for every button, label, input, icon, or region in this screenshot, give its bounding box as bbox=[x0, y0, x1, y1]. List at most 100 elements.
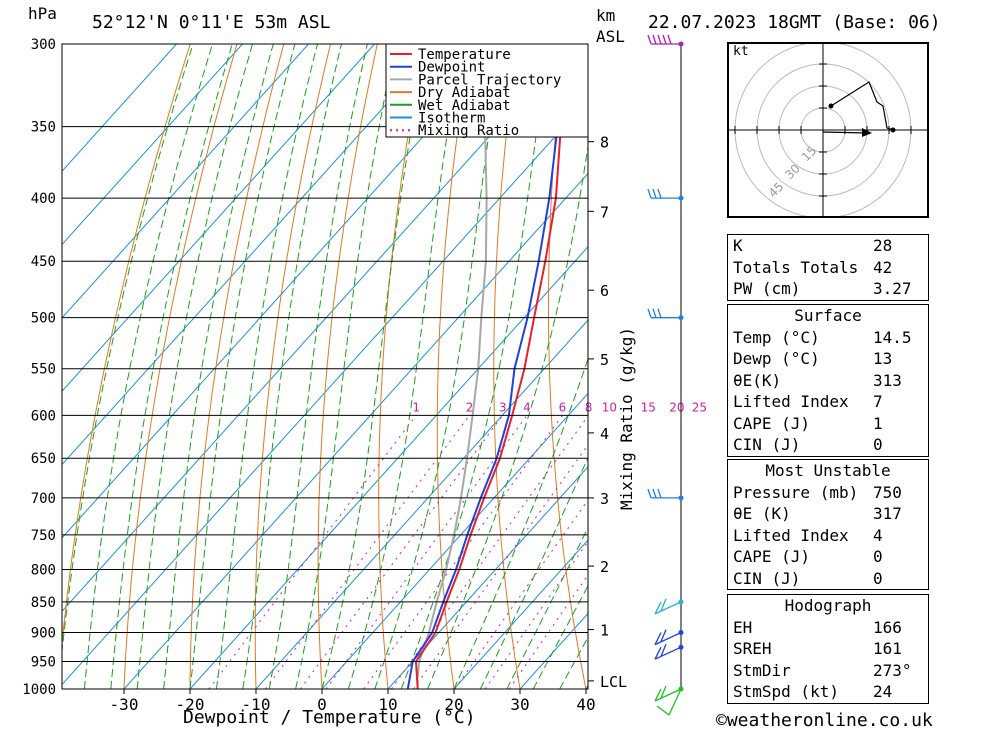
wind-barb-stroke bbox=[657, 188, 662, 199]
site-link[interactable]: weatheronline.co.uk bbox=[726, 710, 933, 731]
index-value: 28 bbox=[873, 236, 893, 255]
wind-barb-stroke bbox=[654, 632, 662, 645]
wind-barb-stroke bbox=[660, 643, 667, 657]
mixing-ratio-value-label: 10 bbox=[602, 400, 617, 414]
wind-barb-stroke bbox=[652, 488, 657, 499]
pressure-tick-label: 1000 bbox=[22, 682, 56, 698]
wind-barb-stroke bbox=[667, 34, 672, 45]
index-row: CIN (J) 0 bbox=[728, 434, 928, 456]
index-row: θE (K) 317 bbox=[728, 503, 928, 525]
dry-adiabat-line bbox=[189, 44, 285, 689]
index-row: CIN (J) 0 bbox=[728, 568, 928, 590]
mixing-ratio-value-label: 6 bbox=[559, 400, 567, 414]
table-title: Most Unstable bbox=[765, 461, 891, 480]
x-tick-label: 20 bbox=[444, 695, 463, 714]
wind-barb-stroke bbox=[668, 688, 682, 716]
isotherm-line bbox=[321, 392, 588, 689]
wet-adiabat-line bbox=[163, 44, 274, 689]
x-tick-label: -20 bbox=[176, 695, 205, 714]
wind-barb-stroke bbox=[652, 34, 657, 45]
km-tick-label: 2 bbox=[600, 558, 609, 576]
wet-adiabat-line bbox=[136, 44, 253, 689]
index-key: Lifted Index bbox=[733, 525, 849, 545]
legend-label: Wet Adiabat bbox=[418, 98, 511, 114]
pressure-tick-label: 450 bbox=[31, 254, 56, 270]
legend-label: Parcel Trajectory bbox=[418, 72, 561, 88]
pressure-tick-label: 800 bbox=[31, 562, 56, 578]
indices-surface-table: Surface Temp (°C) 14.5 Dewp (°C) 13 θE(K) 3… bbox=[727, 304, 929, 457]
wind-level-dot bbox=[678, 630, 684, 636]
wind-barb-stroke bbox=[654, 601, 682, 615]
hodograph-ring-label: 15 bbox=[799, 143, 820, 164]
km-tick-label: LCL bbox=[600, 673, 627, 691]
index-value: 313 bbox=[873, 370, 902, 390]
wind-barb-icon bbox=[647, 34, 681, 45]
mixing-ratio-value-label: 3 bbox=[499, 400, 507, 414]
km-tick-label: 7 bbox=[600, 203, 609, 221]
isotherm-line bbox=[255, 319, 588, 689]
wind-barb-stroke bbox=[656, 705, 670, 716]
index-row: StmDir 273° bbox=[728, 660, 928, 682]
index-key: CIN (J) bbox=[733, 435, 801, 454]
wind-barb-icon bbox=[647, 488, 681, 499]
hodograph-unit-label: kt bbox=[733, 44, 749, 59]
index-key: K bbox=[733, 236, 743, 255]
plot-frame bbox=[61, 43, 589, 690]
wind-barb-stroke bbox=[652, 308, 657, 318]
index-key: PW (cm) bbox=[733, 279, 801, 298]
legend-label: Dry Adiabat bbox=[418, 85, 511, 101]
wind-barb-stroke bbox=[660, 629, 667, 642]
mixing-ratio-line bbox=[412, 444, 588, 689]
hodograph-start-point bbox=[828, 103, 834, 109]
index-value: 7 bbox=[873, 392, 883, 411]
wind-barb-stroke bbox=[654, 646, 662, 660]
wet-adiabat-line bbox=[189, 44, 296, 689]
x-tick-label: 30 bbox=[510, 695, 529, 714]
dry-adiabat-line bbox=[436, 44, 472, 689]
index-key: Pressure (mb) bbox=[733, 482, 859, 502]
hodograph-end-point bbox=[890, 127, 896, 133]
pressure-tick-label: 850 bbox=[31, 595, 56, 611]
pressure-tick-label: 950 bbox=[31, 655, 56, 671]
legend-label: Temperature bbox=[418, 47, 511, 63]
wind-barb-stroke bbox=[657, 34, 662, 45]
isotherm-line bbox=[62, 44, 177, 172]
km-tick-label: 5 bbox=[600, 351, 609, 369]
dry-adiabat-line bbox=[939, 44, 1000, 689]
mixing-ratio-line bbox=[363, 415, 563, 689]
indices-hodograph-table: Hodograph EH 166 SREH 161 StmDir 273° StmSp… bbox=[727, 594, 929, 704]
copyright-footer[interactable]: ©weatheronline.co.uk bbox=[716, 710, 933, 731]
wind-barb-stroke bbox=[654, 632, 682, 646]
storm-motion-vector bbox=[822, 131, 868, 134]
wind-barb-icon bbox=[654, 598, 682, 615]
index-key: SREH bbox=[733, 639, 772, 658]
pressure-tick-label: 400 bbox=[31, 191, 56, 207]
km-tick-label: 6 bbox=[600, 282, 609, 300]
mixing-ratio-line bbox=[299, 415, 504, 689]
wet-adiabat-line bbox=[347, 44, 463, 689]
wind-barb-stroke bbox=[654, 688, 682, 702]
index-row: Lifted Index 7 bbox=[728, 391, 928, 413]
mixing-ratio-value-label: 2 bbox=[466, 400, 474, 414]
km-tick-label: 8 bbox=[600, 134, 609, 152]
mixing-ratio-value-label: 15 bbox=[641, 400, 656, 414]
index-key: CIN (J) bbox=[733, 568, 801, 588]
storm-motion-arrow-icon bbox=[862, 128, 872, 137]
wind-barb-stroke bbox=[647, 308, 652, 318]
mixing-ratio-value-label: 25 bbox=[692, 400, 707, 414]
hodograph-ring-label: 30 bbox=[782, 161, 803, 182]
wind-barb-stroke bbox=[654, 646, 682, 660]
index-key: θE(K) bbox=[733, 370, 782, 390]
index-key: CAPE (J) bbox=[733, 547, 811, 566]
index-value: 3.27 bbox=[873, 279, 912, 298]
index-value: 24 bbox=[873, 682, 893, 701]
wind-barb-stroke bbox=[647, 34, 652, 45]
wet-adiabat-line bbox=[374, 44, 503, 689]
wet-adiabat-line bbox=[506, 526, 588, 689]
wind-barb-stroke bbox=[647, 488, 652, 499]
x-axis-label: Dewpoint / Temperature (°C) bbox=[183, 707, 476, 728]
isotherm-line bbox=[189, 246, 588, 689]
isotherm-line bbox=[62, 44, 375, 392]
